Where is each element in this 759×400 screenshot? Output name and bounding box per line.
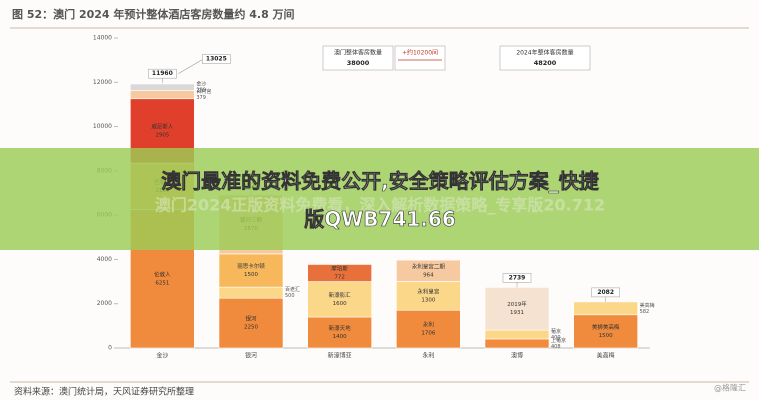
y-tick-label: 14000 xyxy=(93,35,112,42)
y-tick-label: 4000 xyxy=(97,256,112,263)
segment-value: 289 xyxy=(196,88,206,94)
segment-name: 丽思卡尔顿 xyxy=(237,262,265,270)
x-tick-label: 新濠博亚 xyxy=(328,352,352,360)
bar-segment xyxy=(307,281,372,318)
y-tick-label: 10000 xyxy=(93,123,112,130)
x-tick-label: 金沙 xyxy=(156,352,168,360)
segment-name: 金沙 xyxy=(196,81,206,88)
watermark: @格隆汇 xyxy=(714,383,746,393)
summary-value: 38000 xyxy=(347,59,370,67)
summary-label: 2024年整体客房数量 xyxy=(516,49,573,57)
segment-name: 永利 xyxy=(423,321,434,329)
target-arrow xyxy=(178,59,203,74)
segment-name: 美高梅 xyxy=(640,302,655,309)
total-label: 2082 xyxy=(597,289,614,296)
segment-value: 2905 xyxy=(155,132,169,138)
segment-name: 百利宫 xyxy=(196,88,211,95)
segment-name: 新濠天地 xyxy=(329,324,352,332)
segment-name: 永利皇宫 xyxy=(417,287,440,295)
segment-value: 582 xyxy=(640,309,650,315)
bar-segment xyxy=(307,316,372,349)
x-tick-label: 美高梅 xyxy=(597,352,615,360)
bar-segment xyxy=(218,286,284,299)
segment-name: 2019年 xyxy=(507,300,527,308)
banner xyxy=(0,148,759,250)
segment-name: 上葡京 xyxy=(551,337,566,344)
segment-value: 1706 xyxy=(421,331,435,337)
summary-box xyxy=(322,45,394,71)
summary-box xyxy=(499,45,591,71)
bar-segment xyxy=(484,287,550,331)
segment-value: 772 xyxy=(334,275,345,281)
segment-name: 伦敦人 xyxy=(154,270,171,278)
bar-segment xyxy=(130,90,195,100)
target-box xyxy=(202,54,231,64)
x-tick-label: 银河 xyxy=(245,352,257,360)
bar-segment xyxy=(218,297,284,349)
y-tick-label: 12000 xyxy=(93,79,112,86)
segment-name: 葡京 xyxy=(551,328,561,335)
segment-value: 400 xyxy=(551,335,561,341)
y-tick-label: 0 xyxy=(108,345,112,352)
segment-value: 1500 xyxy=(599,333,613,339)
segment-value: 1600 xyxy=(333,301,347,307)
target-label: 13025 xyxy=(206,56,227,63)
summary-value: 48200 xyxy=(534,59,557,67)
bar-segment xyxy=(396,309,461,349)
bar-segment xyxy=(396,259,461,282)
summary-box xyxy=(394,45,446,71)
summary-label: 澳门整体客房数量 xyxy=(334,49,382,57)
total-label: 2739 xyxy=(509,274,526,281)
segment-name: 百老汇 xyxy=(285,286,300,293)
segment-name: 永利皇宫二期 xyxy=(412,262,446,270)
segment-value: 500 xyxy=(285,293,295,299)
bar-segment xyxy=(484,338,550,349)
total-label: 11960 xyxy=(152,70,173,77)
segment-name: 新濠影汇 xyxy=(329,291,352,299)
summary-label: +约10200间 xyxy=(402,49,438,57)
segment-value: 2250 xyxy=(244,325,258,331)
bar-segment xyxy=(130,83,195,91)
banner-subheadline: 澳门2024正版资料免费看，深入解析数据策略_专享版20.712 xyxy=(155,196,605,215)
segment-value: 1300 xyxy=(421,297,435,303)
chart-title: 图 52：澳门 2024 年预计整体酒店客房数量约 4.8 万间 xyxy=(12,7,295,21)
segment-value: 964 xyxy=(423,272,434,278)
segment-value: 1931 xyxy=(510,310,524,316)
bar-segment xyxy=(484,329,550,340)
segment-value: 408 xyxy=(551,344,561,350)
bar-segment xyxy=(307,264,372,282)
banner-headline: 澳门最准的资料免费公开,安全策略评估方案_快捷版QWB741.66 xyxy=(161,169,600,231)
bar-segment xyxy=(396,281,461,311)
bar-segment xyxy=(218,253,284,288)
segment-name: 摩珀斯 xyxy=(331,265,348,273)
x-tick-label: 澳博 xyxy=(511,352,523,360)
source: 资料来源：澳门统计局，天风证券研究所整理 xyxy=(14,386,194,398)
overlay: 澳门2024正版资料免费看，深入解析数据策略_专享版20.712 澳门最准的资料… xyxy=(0,148,759,250)
segment-name: 威尼斯人 xyxy=(151,122,174,130)
segment-value: 1400 xyxy=(333,334,347,340)
segment-value: 6251 xyxy=(155,280,169,286)
segment-name: 银河 xyxy=(245,315,257,323)
segment-name: 美狮美高梅 xyxy=(592,323,620,331)
y-tick-label: 2000 xyxy=(97,300,112,307)
bar-segment xyxy=(573,301,638,316)
x-tick-label: 永利 xyxy=(422,352,434,360)
segment-value: 379 xyxy=(196,95,206,101)
bar-segment xyxy=(573,314,638,349)
segment-value: 1500 xyxy=(244,272,258,278)
